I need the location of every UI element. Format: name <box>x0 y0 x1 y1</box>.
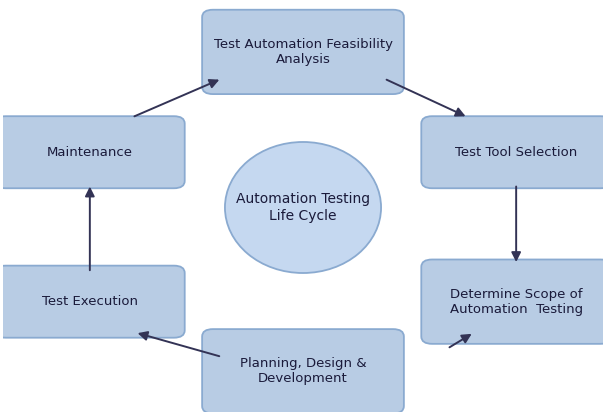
FancyBboxPatch shape <box>421 116 606 188</box>
Text: Planning, Design &
Development: Planning, Design & Development <box>240 357 366 385</box>
Ellipse shape <box>225 142 381 273</box>
Text: Test Automation Feasibility
Analysis: Test Automation Feasibility Analysis <box>213 38 393 66</box>
FancyBboxPatch shape <box>202 329 404 413</box>
FancyBboxPatch shape <box>421 259 606 344</box>
Text: Maintenance: Maintenance <box>47 146 133 159</box>
Text: Determine Scope of
Automation  Testing: Determine Scope of Automation Testing <box>450 288 583 316</box>
Text: Test Execution: Test Execution <box>42 295 138 308</box>
FancyBboxPatch shape <box>202 10 404 94</box>
Text: Test Tool Selection: Test Tool Selection <box>455 146 578 159</box>
Text: Automation Testing
Life Cycle: Automation Testing Life Cycle <box>236 193 370 222</box>
FancyBboxPatch shape <box>0 116 185 188</box>
FancyBboxPatch shape <box>0 266 185 338</box>
